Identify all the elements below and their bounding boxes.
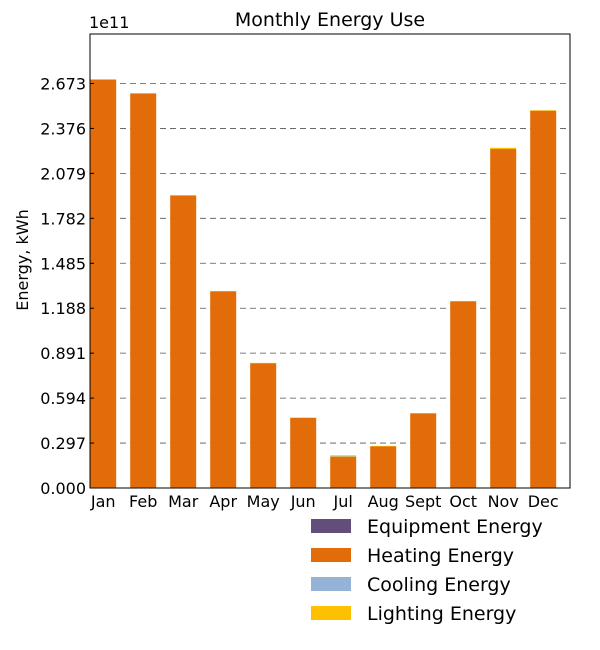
y-tick-label: 0.000: [40, 479, 86, 498]
y-tick-label: 2.079: [40, 164, 86, 183]
plot-frame: [89, 33, 571, 489]
legend-label: Heating Energy: [367, 545, 514, 567]
y-tick-label: 0.594: [40, 389, 86, 408]
legend-swatch: [311, 577, 351, 591]
y-tick-label: 0.891: [40, 344, 86, 363]
x-tick-label: Apr: [209, 492, 237, 511]
x-tick-label: Jan: [90, 492, 116, 511]
x-tick-label: Jul: [333, 492, 353, 511]
y-tick-label: 2.673: [40, 74, 86, 93]
y-tick-label: 0.297: [40, 434, 86, 453]
bar-segment: [130, 93, 157, 94]
x-tick-label: May: [247, 492, 280, 511]
x-tick-label: Oct: [449, 492, 477, 511]
y-tick-label: 2.376: [40, 119, 86, 138]
y-tick-label: 1.782: [40, 209, 86, 228]
bar-segment: [210, 291, 237, 488]
bar-segment: [90, 79, 117, 488]
x-tick-label: Nov: [488, 492, 519, 511]
y-tick-label: 1.188: [40, 299, 86, 318]
x-ticks: Jan Feb Mar Apr May Jun Jul Aug Sept Oct Nov Dec: [90, 492, 559, 511]
bars-group: [90, 79, 557, 488]
bar-segment: [330, 456, 357, 458]
bar-segment: [290, 417, 317, 488]
legend-label: Lighting Energy: [367, 603, 516, 625]
bar-segment: [530, 110, 557, 488]
x-tick-label: Jun: [290, 492, 316, 511]
bar-segment: [490, 149, 517, 488]
legend-label: Cooling Energy: [367, 574, 511, 596]
bar-segment: [530, 110, 557, 111]
bar-segment: [330, 455, 357, 457]
grid-lines: [90, 83, 570, 444]
chart-title: Monthly Energy Use: [235, 9, 425, 31]
bar-segment: [90, 79, 117, 80]
bar-segment: [170, 195, 197, 488]
legend-swatch: [311, 606, 351, 620]
bar-segment: [210, 290, 237, 292]
x-tick-label: Mar: [168, 492, 199, 511]
x-tick-label: Dec: [528, 492, 559, 511]
bar-segment: [370, 446, 397, 488]
bar-segment: [170, 195, 197, 196]
y-tick-label: 1.485: [40, 254, 86, 273]
bar-segment: [450, 301, 477, 488]
legend-label: Equipment Energy: [367, 516, 543, 538]
bar-segment: [130, 93, 157, 488]
bar-segment: [490, 147, 517, 150]
y-axis-title: Energy, kWh: [13, 209, 32, 310]
x-tick-label: Aug: [368, 492, 399, 511]
bar-segment: [410, 413, 437, 414]
bar-segment: [250, 363, 277, 488]
bar-segment: [290, 417, 317, 418]
legend: Equipment Energy Heating Energy Cooling En…: [311, 516, 543, 625]
bar-segment: [450, 300, 477, 302]
x-tick-label: Feb: [129, 492, 157, 511]
legend-swatch: [311, 548, 351, 562]
bar-segment: [250, 362, 277, 364]
bar-segment: [370, 445, 397, 447]
bar-segment: [330, 456, 357, 488]
legend-swatch: [311, 519, 351, 533]
bar-segment: [410, 413, 437, 488]
x-tick-label: Sept: [405, 492, 441, 511]
y-ticks: 0.000 0.297 0.594 0.891 1.188 1.485 1.782 2.079…: [40, 74, 94, 498]
offset-text: 1e11: [89, 13, 129, 32]
